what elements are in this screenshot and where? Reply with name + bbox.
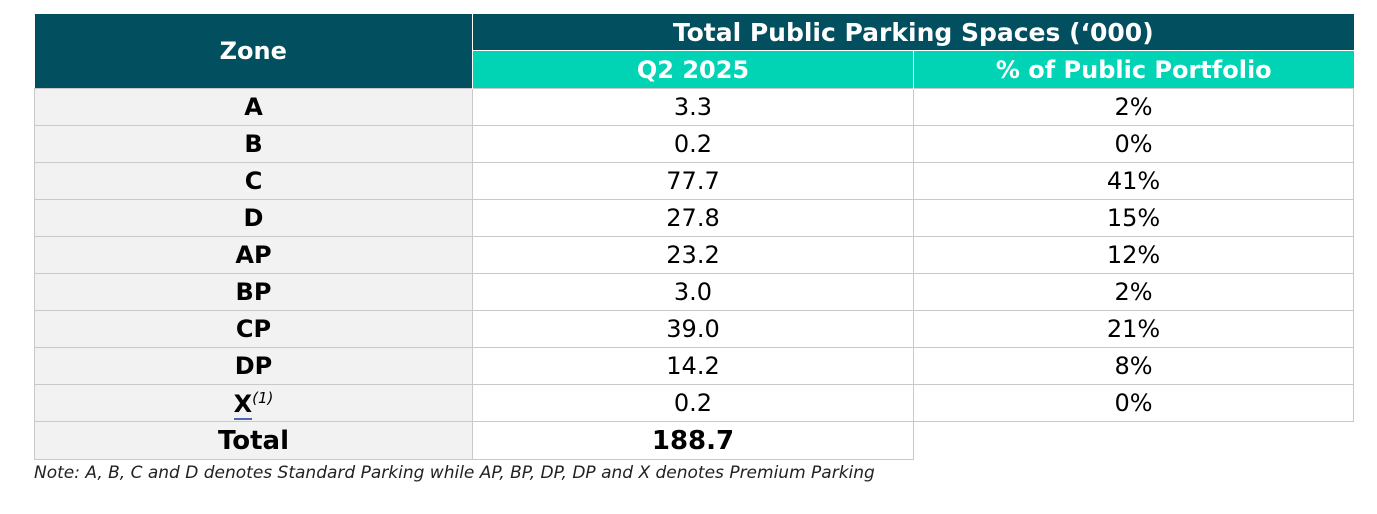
q2-cell: 23.2 [472, 236, 914, 274]
zone-cell: BP [34, 273, 473, 311]
q2-cell: 3.0 [472, 273, 914, 311]
zone-cell: DP [34, 347, 473, 385]
pct-cell: 41% [913, 162, 1354, 200]
zone-x-label: X [233, 389, 253, 420]
pct-cell: 2% [913, 88, 1354, 126]
q2-cell: 0.2 [472, 384, 914, 422]
q2-cell: 0.2 [472, 125, 914, 163]
table-row: A 3.3 2% [34, 88, 1354, 126]
table-row: CP 39.0 21% [34, 310, 1354, 348]
zone-cell: CP [34, 310, 473, 348]
table-row: AP 23.2 12% [34, 236, 1354, 274]
pct-cell: 0% [913, 384, 1354, 422]
total-value: 188.7 [472, 421, 914, 460]
pct-cell: 12% [913, 236, 1354, 274]
q2-cell: 77.7 [472, 162, 914, 200]
table-row: BP 3.0 2% [34, 273, 1354, 311]
header-zone: Zone [34, 14, 473, 89]
clipped-top-text [0, 0, 1377, 8]
pct-cell: 2% [913, 273, 1354, 311]
total-label: Total [34, 421, 473, 460]
pct-cell: 21% [913, 310, 1354, 348]
pct-cell: 0% [913, 125, 1354, 163]
header-group: Total Public Parking Spaces (‘000) [472, 14, 1354, 51]
total-row: Total 188.7 [34, 421, 1354, 460]
q2-cell: 27.8 [472, 199, 914, 237]
total-empty-cell [914, 422, 1354, 460]
header-pct-portfolio: % of Public Portfolio [913, 50, 1354, 89]
zone-cell: X(1) [34, 384, 473, 422]
pct-cell: 8% [913, 347, 1354, 385]
footnote-marker: (1) [252, 388, 274, 407]
header-q2-2025: Q2 2025 [472, 50, 914, 89]
zone-cell: C [34, 162, 473, 200]
zone-cell: A [34, 88, 473, 126]
table-row: C 77.7 41% [34, 162, 1354, 200]
table-row: DP 14.2 8% [34, 347, 1354, 385]
pct-cell: 15% [913, 199, 1354, 237]
table-note: Note: A, B, C and D denotes Standard Par… [34, 463, 875, 483]
q2-cell: 3.3 [472, 88, 914, 126]
table-row: X(1) 0.2 0% [34, 384, 1354, 422]
parking-table: Zone Total Public Parking Spaces (‘000) … [34, 14, 1354, 460]
q2-cell: 39.0 [472, 310, 914, 348]
table-row: D 27.8 15% [34, 199, 1354, 237]
q2-cell: 14.2 [472, 347, 914, 385]
table-row: B 0.2 0% [34, 125, 1354, 163]
zone-cell: B [34, 125, 473, 163]
zone-cell: D [34, 199, 473, 237]
zone-cell: AP [34, 236, 473, 274]
header-group-label: Total Public Parking Spaces (‘000) [672, 17, 1154, 47]
